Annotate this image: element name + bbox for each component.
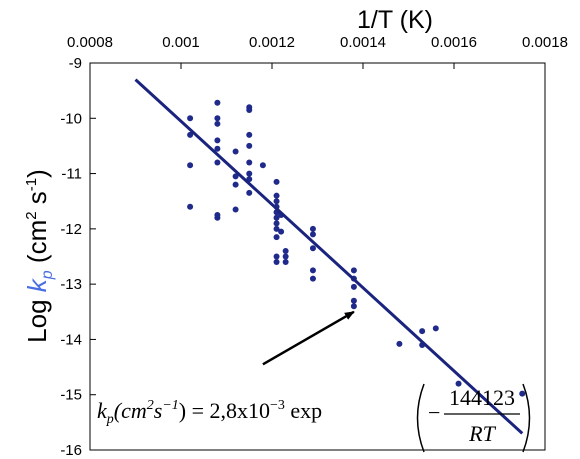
data-point <box>419 328 426 335</box>
data-point <box>273 225 280 232</box>
y-axis-label-subscript: p <box>39 270 56 280</box>
y-axis-label-prefix: Log <box>22 292 52 343</box>
data-point <box>246 170 253 177</box>
data-point <box>246 159 253 166</box>
data-point <box>187 203 194 210</box>
data-point <box>273 198 280 205</box>
data-point <box>273 192 280 199</box>
data-point <box>273 178 280 185</box>
data-point <box>259 162 266 169</box>
y-tick-label: -13 <box>60 276 82 293</box>
data-point <box>232 206 239 213</box>
x-axis-label: 1/T (K) <box>357 6 433 34</box>
data-point <box>232 148 239 155</box>
equation-units: (cm <box>114 398 147 423</box>
equation-left-paren <box>416 383 425 453</box>
equation-right-paren <box>522 383 531 453</box>
data-point <box>309 245 316 252</box>
y-tick-label: -12 <box>60 221 82 238</box>
data-point <box>187 131 194 138</box>
y-axis-label: Log kp (cm2 s-1) <box>22 169 56 343</box>
data-points <box>187 99 526 397</box>
data-point <box>214 115 221 122</box>
data-point <box>187 162 194 169</box>
data-point <box>187 115 194 122</box>
equation-denominator: RT <box>468 421 496 446</box>
data-point <box>232 181 239 188</box>
data-point <box>350 267 357 274</box>
equation-rhs-sup: −3 <box>270 398 285 413</box>
data-point <box>309 225 316 232</box>
data-point <box>214 145 221 152</box>
x-tick-label: 0.0018 <box>522 34 568 51</box>
data-point <box>350 297 357 304</box>
y-tick-label: -9 <box>69 55 82 72</box>
x-tick-label: 0.0016 <box>431 34 477 51</box>
y-tick-label: -15 <box>60 387 82 404</box>
data-point <box>432 325 439 332</box>
y-tick-label: -10 <box>60 110 82 127</box>
data-point <box>214 99 221 106</box>
data-point <box>273 253 280 260</box>
equation: kp(cm2s−1) = 2,8x10−3 exp − 144123 RT <box>97 383 531 453</box>
x-tick-label: 0.0012 <box>249 34 295 51</box>
data-point <box>396 340 403 347</box>
data-point <box>309 267 316 274</box>
y-axis-label-units-sup2: -1 <box>23 178 40 191</box>
equation-minus: − <box>428 400 440 425</box>
data-point <box>273 214 280 221</box>
x-tick-label: 0.0014 <box>340 34 386 51</box>
equation-k: k <box>97 398 108 423</box>
data-point <box>455 380 462 387</box>
data-point <box>350 283 357 290</box>
data-point <box>214 120 221 127</box>
data-point <box>214 137 221 144</box>
y-axis-label-symbol: k <box>22 277 52 292</box>
data-point <box>519 390 526 397</box>
y-tick-label: -14 <box>60 331 82 348</box>
equation-exp: exp <box>285 398 322 423</box>
y-axis-label-units-mid: s <box>22 191 52 211</box>
x-tick-label: 0.001 <box>162 34 200 51</box>
data-point <box>309 275 316 282</box>
data-point <box>246 189 253 196</box>
y-axis-label-units: (cm <box>22 220 52 271</box>
data-point <box>309 231 316 238</box>
data-point <box>246 106 253 113</box>
equation-s-sup: −1 <box>162 398 178 413</box>
y-axis-ticks: -9 -10 -11 -12 -13 -14 -15 -16 <box>60 55 96 459</box>
equation-lhs: kp(cm2s−1) = 2,8x10−3 exp <box>97 398 322 427</box>
annotation-arrow <box>262 310 355 366</box>
y-axis-label-units-end: ) <box>22 169 52 178</box>
data-point <box>273 234 280 241</box>
x-axis-ticks: 0.0008 0.001 0.0012 0.0014 0.0016 0.0018 <box>67 34 568 69</box>
data-point <box>246 131 253 138</box>
data-point <box>273 220 280 227</box>
equation-numerator: 144123 <box>449 385 515 410</box>
data-point <box>350 303 357 310</box>
data-point <box>214 159 221 166</box>
equation-s: s <box>154 398 163 423</box>
data-point <box>282 259 289 266</box>
data-point <box>246 142 253 149</box>
y-tick-label: -16 <box>60 442 82 459</box>
fit-line <box>134 78 524 435</box>
x-tick-label: 0.0008 <box>67 34 113 51</box>
equation-rhs: ) = 2,8x10 <box>179 398 270 423</box>
y-axis-label-units-sup: 2 <box>23 211 40 219</box>
plot-frame <box>89 62 546 451</box>
data-point <box>282 253 289 260</box>
data-point <box>232 173 239 180</box>
equation-units-sup: 2 <box>147 398 154 413</box>
data-point <box>282 247 289 254</box>
data-point <box>214 212 221 219</box>
data-point <box>278 228 285 235</box>
equation-k-sub: p <box>106 412 114 427</box>
data-point <box>273 259 280 266</box>
y-tick-label: -11 <box>61 166 82 183</box>
